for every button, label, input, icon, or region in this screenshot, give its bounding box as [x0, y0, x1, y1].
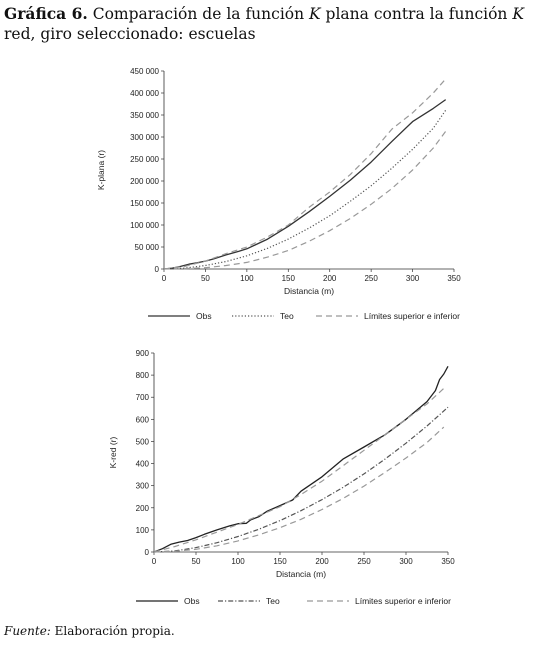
- y-tick-label: 0: [145, 548, 150, 557]
- y-tick-label: 600: [136, 415, 150, 424]
- legend-label: Obs: [196, 311, 212, 321]
- legend-label: Obs: [184, 596, 200, 606]
- series-line-teo: [153, 406, 449, 553]
- x-tick-label: 200: [315, 557, 329, 566]
- y-tick-label: 150 000: [130, 199, 159, 208]
- y-tick-label: 800: [136, 371, 150, 380]
- legend-label: Límites superior e inferior: [355, 596, 451, 606]
- title-text-b: plana contra la función: [320, 5, 513, 23]
- y-tick-label: 100 000: [130, 221, 159, 230]
- series-line-obs: [163, 99, 447, 270]
- x-tick-label: 100: [231, 557, 245, 566]
- x-tick-label: 200: [323, 274, 337, 283]
- x-axis-label: Distancia (m): [276, 569, 326, 579]
- source-label: Fuente:: [4, 624, 51, 638]
- title-k-2: K: [512, 5, 524, 23]
- x-tick-label: 300: [406, 274, 420, 283]
- y-tick-label: 350 000: [130, 111, 159, 120]
- legend-label: Límites superior e inferior: [364, 311, 460, 321]
- y-tick-label: 200 000: [130, 177, 159, 186]
- legend-label: Teo: [280, 311, 294, 321]
- x-tick-label: 150: [282, 274, 296, 283]
- x-tick-label: 300: [399, 557, 413, 566]
- y-tick-label: 300: [136, 482, 150, 491]
- x-tick-label: 0: [162, 274, 167, 283]
- k-red-chart: 0 100 200 300 400 500 600 700 800 900 0 50 100 150 200…: [108, 349, 455, 606]
- y-tick-label: 400: [136, 460, 150, 469]
- series-line-obs: [153, 365, 449, 553]
- y-axis-label: K-plana (r): [96, 150, 106, 190]
- y-tick-label: 0: [155, 265, 160, 274]
- y-tick-label: 100: [136, 526, 150, 535]
- y-tick-label: 500: [136, 437, 150, 446]
- k-plana-chart: 0 50 000 100 000 150 000 200 000 250 000 300 0…: [96, 67, 461, 321]
- x-tick-label: 250: [364, 274, 378, 283]
- y-tick-label: 700: [136, 393, 150, 402]
- y-tick-label: 250 000: [130, 155, 159, 164]
- y-tick-label: 300 000: [130, 133, 159, 142]
- x-tick-label: 100: [240, 274, 254, 283]
- series-line-l-mites-superior: [163, 78, 447, 270]
- series-line-teo: [163, 109, 447, 270]
- source-note: Fuente: Elaboración propia.: [4, 624, 175, 638]
- y-tick-label: 450 000: [130, 67, 159, 76]
- title-text-c: red, giro seleccionado: escuelas: [4, 25, 256, 43]
- title-text-a: Comparación de la función: [87, 5, 310, 23]
- y-tick-label: 900: [136, 349, 150, 358]
- y-tick-label: 200: [136, 504, 150, 513]
- y-tick-label: 400 000: [130, 89, 159, 98]
- source-text: Elaboración propia.: [50, 624, 175, 638]
- x-tick-label: 150: [273, 557, 287, 566]
- x-tick-label: 50: [201, 274, 210, 283]
- x-tick-label: 50: [192, 557, 201, 566]
- figure-title: Gráfica 6. Comparación de la función K p…: [4, 4, 552, 44]
- series-line-l-mites-inferior: [163, 130, 447, 270]
- x-tick-label: 0: [152, 557, 157, 566]
- x-axis-label: Distancia (m): [284, 286, 334, 296]
- series-line-l-mites-superior: [153, 387, 445, 553]
- x-tick-label: 350: [447, 274, 461, 283]
- x-tick-label: 350: [441, 557, 455, 566]
- figure-label: Gráfica 6.: [4, 4, 88, 23]
- title-k-1: K: [309, 5, 321, 23]
- y-tick-label: 50 000: [135, 243, 160, 252]
- y-axis-label: K-red (r): [108, 437, 118, 469]
- series-line-l-mites-inferior: [153, 426, 445, 553]
- legend-label: Teo: [266, 596, 280, 606]
- x-tick-label: 250: [357, 557, 371, 566]
